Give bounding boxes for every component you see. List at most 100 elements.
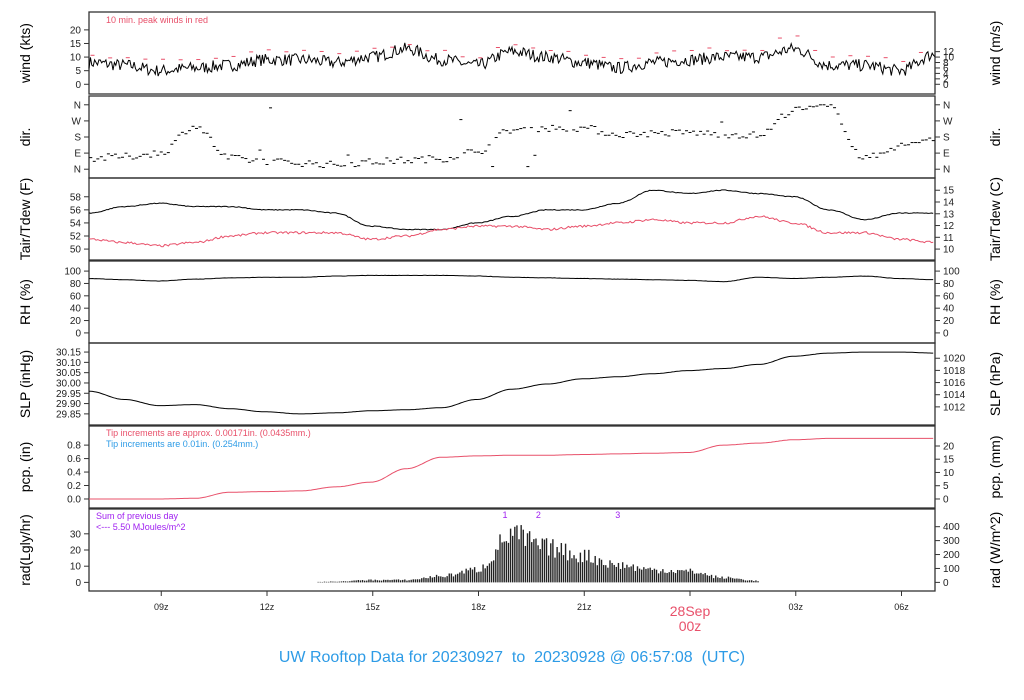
ytick-right-label-rad: 300 [943,536,960,547]
ytick-right-label-temp: 15 [943,186,955,197]
series-slp [88,351,934,415]
ytick-label-wind: 10 [70,53,82,64]
pcp-note: Tip increments are approx. 0.00171in. (0… [106,428,311,438]
ytick-right-label-rad: 0 [943,578,949,589]
ytick-right-label-rad: 400 [943,522,960,533]
ylabel-temp: Tair/Tdew (F) [17,178,33,260]
ylabel-rh: RH (%) [17,279,33,325]
ytick-right-label-rh: 40 [943,304,955,315]
ytick-label-rh: 60 [70,291,82,302]
ytick-label-slp: 30.10 [56,358,81,369]
ytick-label-slp: 29.90 [56,399,81,410]
date-marker-date: 28Sep [670,603,711,619]
ytick-right-label-rh: 60 [943,291,955,302]
rad-note-2: <--- 5.50 MJoules/m^2 [96,522,186,532]
ylabel-pcp: pcp. (in) [17,442,33,493]
ytick-label-dir: S [74,133,81,144]
xtick-label: 15z [366,602,381,612]
xtick-label: 09z [154,602,169,612]
panel-frame-rad [88,508,936,592]
ytick-right-label-wind: 2 [943,74,949,85]
rad-marker: 2 [536,510,541,520]
ytick-label-wind: 15 [70,39,82,50]
ytick-label-temp: 52 [70,232,82,243]
xtick-label: 21z [577,602,592,612]
ytick-label-pcp: 0.4 [67,468,81,479]
ytick-label-temp: 50 [70,245,82,256]
rad-note: Sum of previous day [96,511,179,521]
ylabel-rad: rad(Lgly/hr) [17,514,33,586]
ytick-right-label-wind: 6 [943,63,949,74]
ytick-label-pcp: 0.6 [67,454,81,465]
ytick-label-slp: 30.00 [56,378,81,389]
ytick-right-label-slp: 1016 [943,378,966,389]
ytick-right-label-pcp: 5 [943,481,949,492]
ytick-label-slp: 29.95 [56,389,81,400]
ylabel-right-pcp: pcp. (mm) [987,436,1003,499]
ytick-label-rh: 100 [64,267,81,278]
ytick-right-label-slp: 1012 [943,402,966,413]
rad-marker: 3 [615,510,620,520]
ytick-right-label-dir: N [943,100,950,111]
ytick-right-label-rh: 0 [943,328,949,339]
rad-marker: 1 [502,510,507,520]
xtick-label: 18z [471,602,486,612]
series-tair [88,189,934,231]
chart-title: UW Rooftop Data for 20230927 to 20230928… [278,649,746,666]
xtick-label: 12z [260,602,275,612]
ytick-label-pcp: 0.2 [67,481,81,492]
ytick-right-label-temp: 12 [943,221,955,232]
ytick-label-slp: 30.05 [56,368,81,379]
ytick-right-label-slp: 1014 [943,390,966,401]
ytick-label-rh: 20 [70,316,82,327]
ylabel-right-slp: SLP (hPa) [987,352,1003,416]
date-marker-time: 00z [679,618,702,634]
series-wind-speed [88,41,936,77]
ytick-right-label-rh: 100 [943,267,960,278]
ytick-right-label-dir: S [943,133,950,144]
series-precip [89,437,934,500]
ytick-right-label-wind: 4 [943,69,949,80]
ytick-right-label-temp: 10 [943,245,955,256]
ytick-label-rad: 0 [75,578,81,589]
ytick-label-slp: 29.85 [56,409,81,420]
panel-frame-slp [88,342,936,426]
xtick-label: 06z [894,602,909,612]
ylabel-dir: dir. [17,128,33,147]
ytick-right-label-slp: 1020 [943,354,966,365]
ylabel-wind: wind (kts) [17,23,33,84]
pcp-note-2: Tip increments are 0.01in. (0.254mm.) [106,439,258,449]
ytick-right-label-wind: 12 [943,47,955,58]
ytick-right-label-dir: N [943,165,950,176]
ytick-label-dir: N [74,100,81,111]
ytick-label-rh: 40 [70,304,82,315]
ytick-label-wind: 5 [75,66,81,77]
panel-frame-temp [88,177,936,261]
ytick-right-label-temp: 13 [943,209,955,220]
ytick-right-label-temp: 14 [943,198,955,209]
ytick-label-wind: 20 [70,25,82,36]
panel-frame-rh [88,260,936,344]
ytick-right-label-dir: W [943,116,953,127]
ytick-label-dir: N [74,165,81,176]
ytick-label-dir: E [74,149,81,160]
ytick-right-label-pcp: 10 [943,468,955,479]
ytick-right-label-pcp: 15 [943,455,955,466]
ytick-label-rad: 30 [70,529,82,540]
panel-frame-pcp [88,425,936,509]
ylabel-right-rad: rad (W/m^2) [987,512,1003,589]
ytick-label-temp: 54 [70,218,82,229]
ylabel-right-wind: wind (m/s) [987,21,1003,87]
series-rh [89,274,934,283]
wind-note: 10 min. peak winds in red [106,15,208,25]
ytick-right-label-slp: 1018 [943,366,966,377]
panel-frame-dir [88,95,936,179]
xtick-label: 03z [789,602,804,612]
ytick-right-label-wind: 8 [943,58,949,69]
ytick-right-label-dir: E [943,149,950,160]
ytick-right-label-rad: 200 [943,550,960,561]
ytick-label-rh: 80 [70,279,82,290]
ylabel-right-rh: RH (%) [987,279,1003,325]
ytick-right-label-pcp: 20 [943,441,955,452]
